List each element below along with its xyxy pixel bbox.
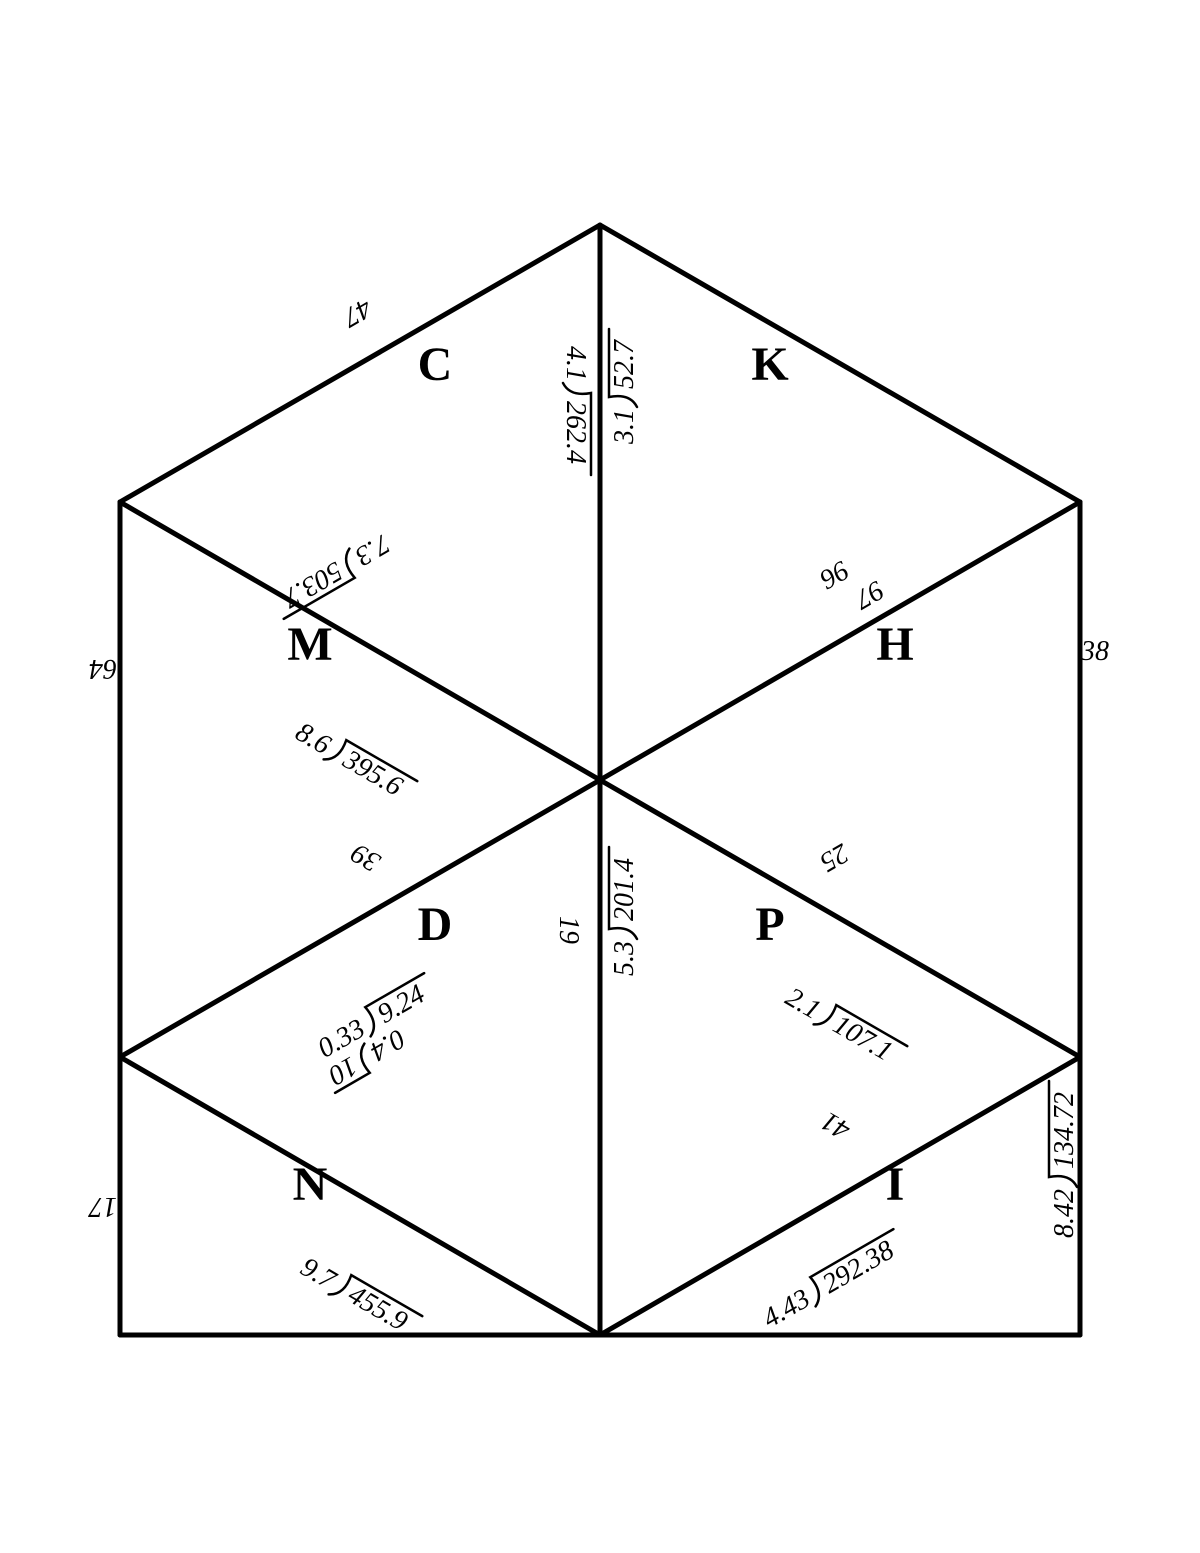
division-d10: 9.7455.9 [295, 1252, 422, 1343]
division-d8-divisor: 2.1 [780, 982, 826, 1026]
division-d2: 3.1 52.7 [609, 329, 640, 445]
division-d2-dividend: 52.7 [609, 339, 640, 389]
division-d3: 7.3503.7 [268, 528, 395, 619]
division-d10-dividend: 455.9 [343, 1279, 413, 1337]
division-d9: 8.42 134.72 [1049, 1081, 1080, 1238]
edge-line-2 [600, 502, 1080, 780]
division-d8-dividend: 107.1 [828, 1009, 898, 1067]
division-d9-dividend: 134.72 [1049, 1092, 1080, 1169]
division-d11-divisor: 4.43 [757, 1283, 815, 1334]
triangle-I: I [886, 1158, 905, 1211]
division-d5-divisor: 5.3 [609, 941, 640, 976]
division-d3-divisor: 7.3 [350, 528, 396, 572]
edge-line-3 [120, 780, 600, 1057]
division-d1-dividend: 262.4 [560, 401, 591, 464]
edge-e38: 38 [1080, 636, 1109, 667]
edge-e19: 19 [553, 916, 584, 944]
edge-e96: 96 [814, 554, 854, 595]
division-d9-divisor: 8.42 [1049, 1189, 1080, 1238]
division-d5: 5.3 201.4 [609, 847, 640, 976]
edge-e64: 64 [89, 653, 117, 684]
triangle-N: N [293, 1158, 328, 1211]
edge-e47: 47 [337, 292, 378, 333]
edge-e17: 17 [88, 1191, 117, 1222]
triangle-P: P [755, 898, 784, 951]
division-d8: 2.1107.1 [780, 982, 907, 1073]
division-d1: 4.1 262.4 [560, 346, 591, 475]
division-d11: 4.43292.38 [757, 1229, 908, 1334]
division-d4: 8.6395.6 [290, 717, 417, 808]
triangle-D: D [418, 898, 453, 951]
edge-e41: 41 [816, 1105, 856, 1146]
triangle-H: H [876, 618, 913, 671]
division-d10-divisor: 9.7 [295, 1252, 342, 1297]
triangle-K: K [751, 338, 788, 391]
division-d3-dividend: 503.7 [277, 555, 348, 614]
division-d7-divisor: 0.4 [365, 1023, 411, 1067]
division-d1-divisor: 4.1 [560, 346, 591, 381]
division-d4-divisor: 8.6 [290, 717, 336, 761]
division-d4-dividend: 395.6 [337, 744, 408, 803]
edge-e39: 39 [346, 837, 387, 878]
edge-e25: 25 [814, 837, 854, 878]
division-d5-dividend: 201.4 [609, 858, 640, 921]
division-d2-divisor: 3.1 [609, 409, 640, 445]
triangle-M: M [287, 618, 332, 671]
triangle-C: C [418, 338, 453, 391]
